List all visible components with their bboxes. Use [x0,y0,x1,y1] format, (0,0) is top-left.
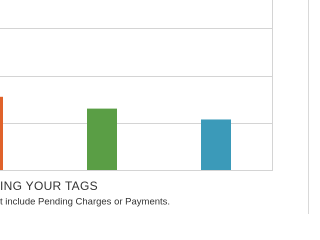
chart-subtitle: t include Pending Charges or Payments. [0,197,170,208]
bar [201,119,231,170]
page: ING YOUR TAGS t include Pending Charges … [0,0,309,214]
chart-title: ING YOUR TAGS [0,179,98,193]
chart: ING YOUR TAGS t include Pending Charges … [0,0,309,214]
bar [0,96,3,170]
bar [87,108,117,170]
